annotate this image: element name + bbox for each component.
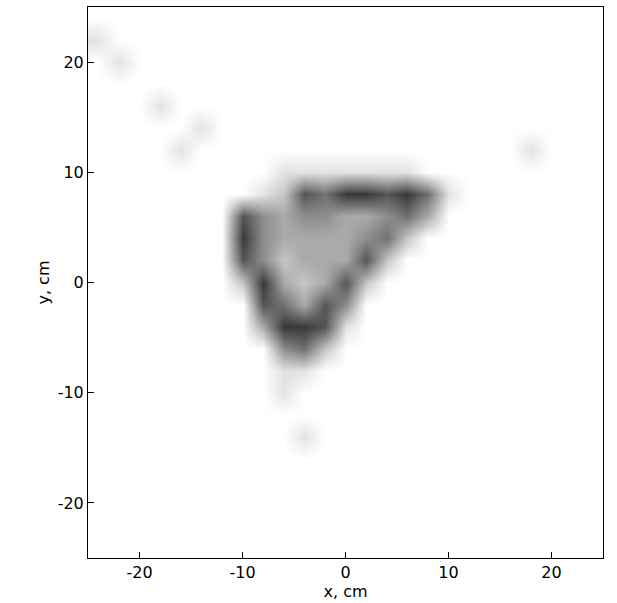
svg-text:0: 0 [340, 563, 350, 582]
svg-text:10: 10 [438, 563, 458, 582]
svg-text:x, cm: x, cm [323, 582, 367, 601]
svg-text:-10: -10 [58, 383, 84, 402]
svg-text:-20: -20 [58, 494, 84, 513]
svg-text:20: 20 [541, 563, 561, 582]
svg-text:10: 10 [63, 163, 83, 182]
svg-text:0: 0 [74, 273, 84, 292]
svg-text:y, cm: y, cm [34, 260, 53, 304]
svg-text:20: 20 [63, 53, 83, 72]
svg-text:-10: -10 [229, 563, 255, 582]
svg-text:-20: -20 [126, 563, 152, 582]
